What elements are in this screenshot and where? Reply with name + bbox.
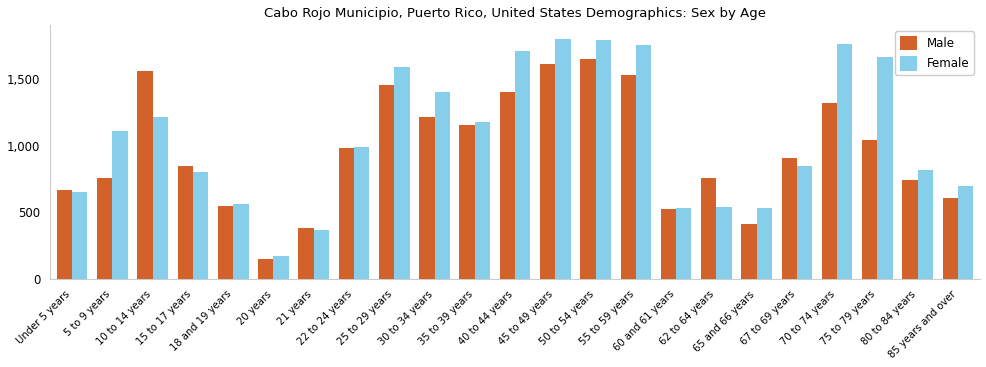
Bar (861, 139, 877, 279)
Bar (177, 166, 193, 279)
Bar (379, 86, 393, 279)
Bar (273, 256, 289, 279)
Bar (675, 208, 690, 279)
Bar (700, 178, 716, 279)
Bar (57, 190, 72, 279)
Bar (193, 172, 208, 279)
Bar (660, 209, 675, 279)
Bar (112, 131, 127, 279)
Bar (298, 229, 314, 279)
Bar (740, 224, 756, 279)
Bar (620, 75, 635, 279)
Title: Cabo Rojo Municipio, Puerto Rico, United States Demographics: Sex by Age: Cabo Rojo Municipio, Puerto Rico, United… (264, 7, 765, 20)
Bar (580, 59, 595, 279)
Bar (153, 117, 168, 279)
Bar (354, 147, 369, 279)
Bar (957, 186, 972, 279)
Bar (595, 40, 610, 279)
Bar (901, 180, 917, 279)
Bar (821, 103, 836, 279)
Bar (314, 230, 328, 279)
Bar (836, 44, 852, 279)
Bar (258, 258, 273, 279)
Bar (877, 57, 891, 279)
Bar (474, 122, 490, 279)
Bar (233, 204, 248, 279)
Bar (338, 148, 354, 279)
Bar (419, 117, 434, 279)
Bar (137, 71, 153, 279)
Bar (942, 199, 957, 279)
Bar (781, 157, 796, 279)
Bar (917, 170, 932, 279)
Bar (97, 178, 112, 279)
Bar (539, 64, 555, 279)
Bar (796, 166, 811, 279)
Bar (72, 192, 88, 279)
Bar (218, 206, 233, 279)
Bar (756, 208, 771, 279)
Legend: Male, Female: Male, Female (894, 31, 973, 75)
Bar (555, 39, 570, 279)
Bar (459, 125, 474, 279)
Bar (499, 92, 515, 279)
Bar (515, 51, 529, 279)
Bar (434, 92, 450, 279)
Bar (716, 207, 731, 279)
Bar (635, 45, 651, 279)
Bar (393, 67, 409, 279)
